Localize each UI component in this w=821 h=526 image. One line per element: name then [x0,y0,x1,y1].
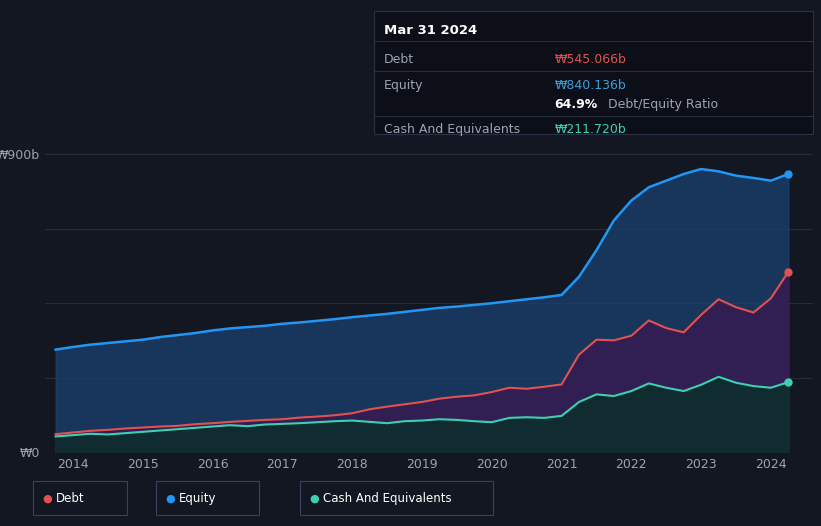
Text: 64.9%: 64.9% [554,98,598,110]
Text: ●: ● [310,493,319,503]
Text: Cash And Equivalents: Cash And Equivalents [323,492,452,505]
Text: ₩840.136b: ₩840.136b [554,79,626,92]
Text: Debt: Debt [384,53,415,66]
Text: ₩211.720b: ₩211.720b [554,123,626,136]
Text: Debt/Equity Ratio: Debt/Equity Ratio [608,98,718,110]
Text: Cash And Equivalents: Cash And Equivalents [384,123,521,136]
Text: Equity: Equity [384,79,424,92]
Text: ●: ● [166,493,176,503]
Text: ●: ● [43,493,53,503]
Text: ₩545.066b: ₩545.066b [554,53,626,66]
Text: Debt: Debt [56,492,85,505]
Text: Equity: Equity [179,492,217,505]
Text: Mar 31 2024: Mar 31 2024 [384,24,478,37]
